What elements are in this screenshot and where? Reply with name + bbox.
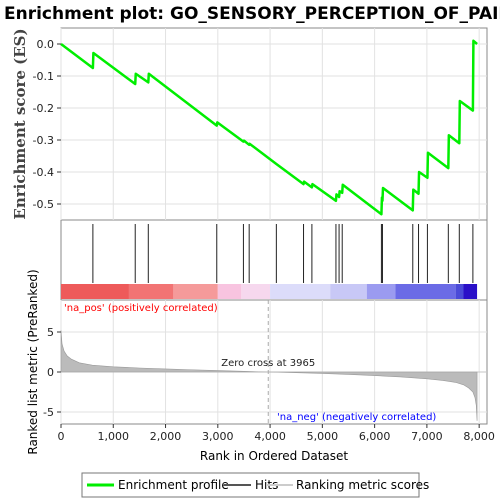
- color-bar-segment: [61, 284, 129, 299]
- x-tick-label: 1,000: [98, 430, 130, 443]
- ranked-metric-fill: [60, 330, 478, 421]
- enrichment-profile-path: [60, 39, 478, 216]
- chart-title: Enrichment plot: GO_SENSORY_PERCEPTION_O…: [4, 4, 500, 24]
- es-tick-label: 0.0: [37, 38, 55, 51]
- ranking-color-bar: [61, 284, 478, 299]
- x-tick-label: 2,000: [150, 430, 182, 443]
- x-tick-label: 3,000: [202, 430, 234, 443]
- zero-cross-label: Zero cross at 3965: [221, 358, 315, 369]
- es-tick-label: -0.5: [33, 198, 54, 211]
- color-bar-segment: [128, 284, 174, 299]
- x-axis-label: Rank in Ordered Dataset: [200, 449, 348, 463]
- metric-tick-label: 5: [47, 326, 54, 339]
- metric-panel: [60, 299, 488, 425]
- es-tick-label: -0.2: [33, 102, 54, 115]
- color-bar-segment: [455, 284, 464, 299]
- color-bar-segment: [463, 284, 478, 299]
- x-tick-label: 5,000: [307, 430, 339, 443]
- x-tick-label: 8,000: [463, 430, 495, 443]
- metric-axis-label: Ranked list metric (PreRanked): [26, 269, 40, 454]
- color-bar-segment: [395, 284, 456, 299]
- color-bar-segment: [366, 284, 396, 299]
- x-tick-label: 0: [58, 430, 65, 443]
- color-bar-segment: [173, 284, 218, 299]
- es-axis-label: Enrichment score (ES): [11, 28, 29, 219]
- es-panel: [60, 27, 488, 221]
- color-bar-segment: [330, 284, 367, 299]
- metric-tick-label: -5: [43, 406, 54, 419]
- color-bar-segment: [217, 284, 242, 299]
- color-bar-segment: [270, 284, 331, 299]
- color-bar-segment: [241, 284, 271, 299]
- ranked-metric-area: [60, 330, 487, 421]
- hit-marks: [92, 224, 474, 283]
- negative-label: 'na_neg' (negatively correlated): [277, 412, 436, 423]
- positive-label: 'na_pos' (positively correlated): [64, 303, 218, 314]
- legend-label-metric: Ranking metric scores: [296, 478, 429, 492]
- x-tick-label: 7,000: [411, 430, 443, 443]
- es-grid: [60, 28, 487, 220]
- enrichment-profile-line: [60, 39, 478, 216]
- x-tick-label: 4,000: [254, 430, 286, 443]
- axis-ticks: 0.0 -0.1 -0.2 -0.3 -0.4 -0.5 5 0 -5 0 1,000 2,000 3,…: [33, 38, 495, 443]
- legend-label-enrichment: Enrichment profile: [118, 478, 229, 492]
- x-tick-label: 6,000: [359, 430, 391, 443]
- legend: Enrichment profile Hits Ranking metric s…: [81, 472, 429, 498]
- es-tick-label: -0.1: [33, 70, 54, 83]
- es-tick-label: -0.4: [33, 166, 54, 179]
- es-tick-label: -0.3: [33, 134, 54, 147]
- metric-tick-label: 0: [47, 366, 54, 379]
